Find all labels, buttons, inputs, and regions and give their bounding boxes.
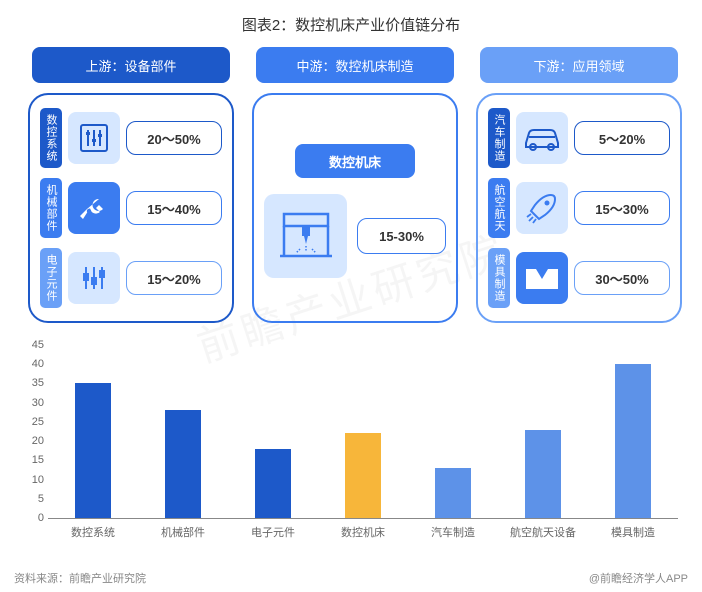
downstream-row-2: 模具制造 30～50% (488, 248, 670, 308)
bar (75, 383, 111, 518)
badge-downstream-0: 5～20% (574, 121, 670, 155)
upstream-row-2: 电子元件 15～20% (40, 248, 222, 308)
badge-upstream-1: 15～40% (126, 191, 222, 225)
midstream-panel: 数控机床 15-30% (252, 93, 458, 323)
badge-upstream-0: 20～50% (126, 121, 222, 155)
downstream-header-pill: 下游：应用领域 (480, 47, 678, 83)
y-tick-label: 40 (18, 358, 44, 370)
rocket-icon (516, 182, 568, 234)
y-tick-label: 15 (18, 454, 44, 466)
value-chain-sections: 上游：设备部件 数控系统 20～50% (0, 47, 702, 323)
bar (435, 468, 471, 518)
section-midstream: 中游：数控机床制造 数控机床 15 (252, 47, 458, 323)
cnc-machine-icon (264, 194, 347, 278)
x-tick-label: 机械部件 (143, 524, 223, 540)
badge-downstream-1: 15～30% (574, 191, 670, 225)
rocket-icon-svg (525, 191, 559, 225)
bar (165, 410, 201, 518)
sliders-icon (68, 112, 120, 164)
circuits-icon-svg (77, 261, 111, 295)
badge-downstream-2: 30～50% (574, 261, 670, 295)
y-tick-label: 5 (18, 493, 44, 505)
y-tick-label: 0 (18, 512, 44, 524)
wrench-icon-svg (77, 191, 111, 225)
upstream-row-0: 数控系统 20～50% (40, 108, 222, 168)
mold-icon-svg (524, 263, 560, 293)
car-icon (516, 112, 568, 164)
bar (255, 449, 291, 518)
vlabel-downstream-2: 模具制造 (488, 248, 510, 308)
upstream-header-pill: 上游：设备部件 (32, 47, 230, 83)
circuits-icon (68, 252, 120, 304)
vlabel-upstream-0: 数控系统 (40, 108, 62, 168)
cnc-machine-icon-svg (276, 206, 336, 266)
mold-icon (516, 252, 568, 304)
downstream-panel: 汽车制造 5～20% 航空航天 (476, 93, 682, 323)
vlabel-downstream-0: 汽车制造 (488, 108, 510, 168)
bar (615, 364, 651, 518)
upstream-row-1: 机械部件 15～40% (40, 178, 222, 238)
wrench-icon (68, 182, 120, 234)
footer-brand: @前瞻经济学人APP (589, 570, 688, 586)
section-upstream: 上游：设备部件 数控系统 20～50% (28, 47, 234, 323)
x-tick-label: 航空航天设备 (503, 524, 583, 540)
x-tick-label: 模具制造 (593, 524, 673, 540)
y-tick-label: 20 (18, 435, 44, 447)
bar (345, 433, 381, 518)
bar-chart: 0 5 10 15 20 25 30 35 40 45 数控系统机械部件电子元件数控机床汽车制造航空… (14, 339, 688, 549)
x-tick-label: 电子元件 (233, 524, 313, 540)
car-icon-svg (522, 123, 562, 153)
x-tick-label: 数控机床 (323, 524, 403, 540)
y-tick-label: 10 (18, 474, 44, 486)
y-tick-label: 30 (18, 397, 44, 409)
midstream-header-pill: 中游：数控机床制造 (256, 47, 454, 83)
section-downstream: 下游：应用领域 汽车制造 5～20% 航空航天 (476, 47, 682, 323)
downstream-row-0: 汽车制造 5～20% (488, 108, 670, 168)
footer-source: 资料来源：前瞻产业研究院 (14, 570, 146, 586)
vlabel-upstream-2: 电子元件 (40, 248, 62, 308)
bar-chart-plot: 051015202530354045数控系统机械部件电子元件数控机床汽车制造航空… (48, 345, 678, 519)
x-tick-label: 数控系统 (53, 524, 133, 540)
y-tick-label: 35 (18, 377, 44, 389)
x-tick-label: 汽车制造 (413, 524, 493, 540)
y-tick-label: 45 (18, 339, 44, 351)
downstream-row-1: 航空航天 15～30% (488, 178, 670, 238)
badge-midstream: 15-30% (357, 218, 446, 254)
vlabel-upstream-1: 机械部件 (40, 178, 62, 238)
midstream-label: 数控机床 (295, 144, 415, 178)
page-title: 图表2：数控机床产业价值链分布 (0, 0, 702, 47)
vlabel-downstream-1: 航空航天 (488, 178, 510, 238)
y-tick-label: 25 (18, 416, 44, 428)
footer: 资料来源：前瞻产业研究院 @前瞻经济学人APP (14, 570, 688, 586)
bar (525, 430, 561, 518)
sliders-icon-svg (77, 121, 111, 155)
upstream-panel: 数控系统 20～50% 机械部件 (28, 93, 234, 323)
badge-upstream-2: 15～20% (126, 261, 222, 295)
